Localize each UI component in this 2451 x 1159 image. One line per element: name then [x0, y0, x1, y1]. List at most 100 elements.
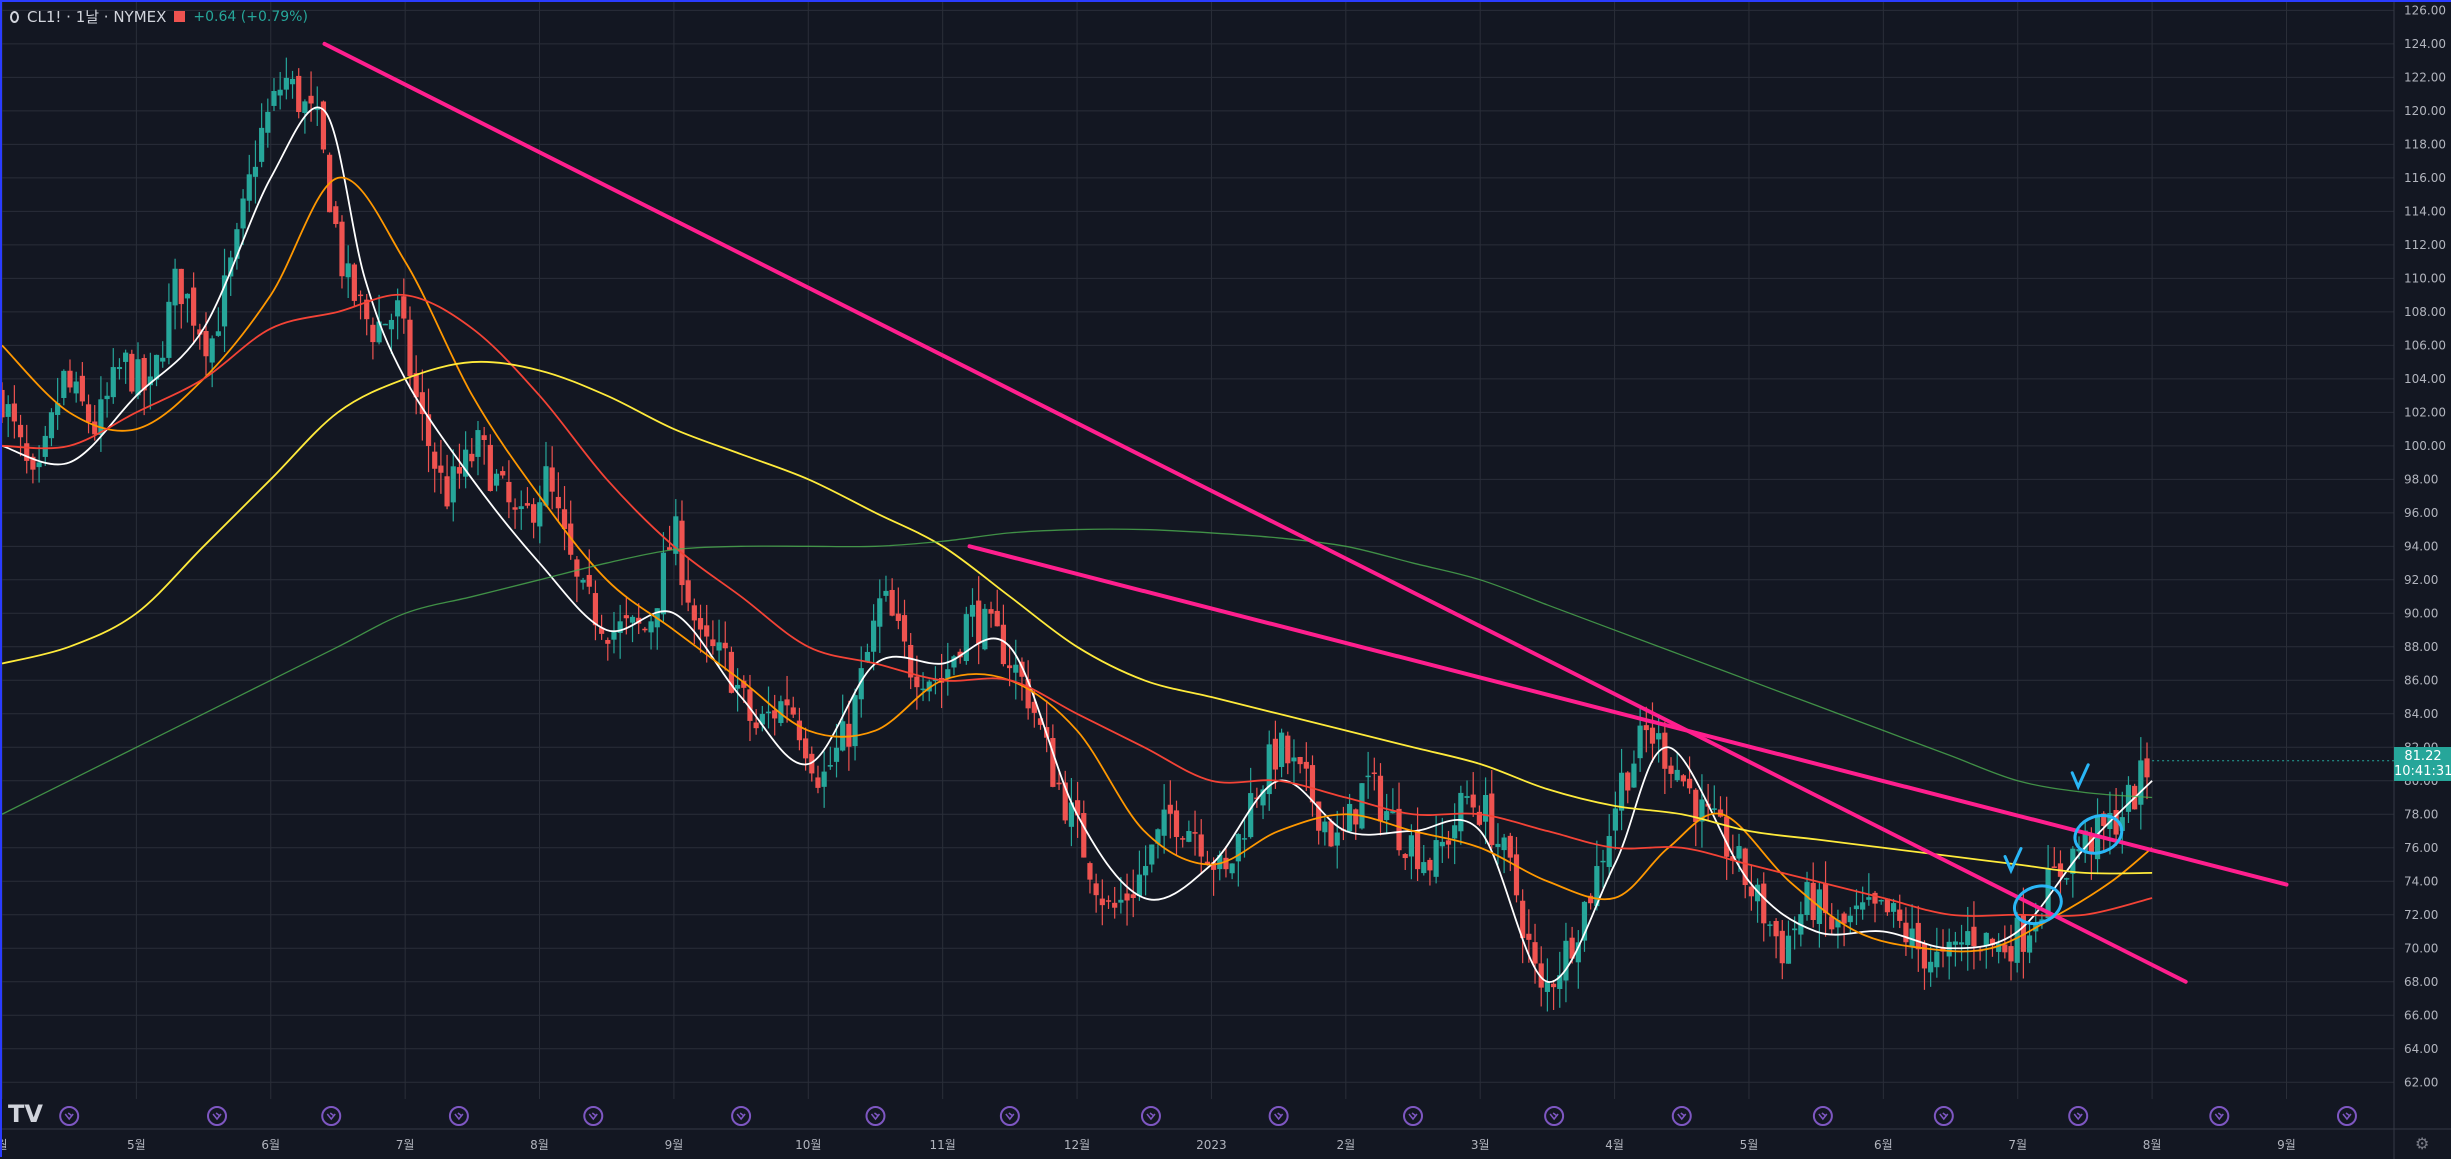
flag-icon[interactable] [174, 11, 186, 22]
candle [450, 449, 456, 522]
candle [524, 487, 531, 509]
candle [908, 633, 914, 690]
candle [1124, 873, 1130, 926]
price-tick-label: 66.00 [2404, 1008, 2438, 1022]
candle-body [932, 679, 939, 682]
candle [160, 341, 166, 368]
candle [17, 414, 24, 457]
candle-body [1588, 895, 1594, 904]
candle-body [1322, 821, 1328, 833]
candle-body [1198, 834, 1204, 857]
candle-body [908, 644, 914, 678]
candle [345, 245, 351, 299]
candle-body [1118, 899, 1124, 903]
candle [1470, 772, 1476, 817]
candle [463, 431, 469, 489]
candle-body [1056, 782, 1062, 785]
candle [765, 686, 772, 729]
candle [1334, 810, 1340, 869]
candle-body [172, 268, 178, 306]
candle-body [388, 319, 395, 330]
candle [382, 323, 388, 326]
candle [1829, 903, 1835, 936]
candle-body [1835, 919, 1841, 928]
candle-body [1971, 926, 1977, 947]
candle-body [178, 268, 184, 305]
candle [444, 454, 450, 510]
candle-body [994, 610, 1000, 627]
candle-body [1050, 738, 1056, 787]
candle [2138, 737, 2144, 830]
candle-body [1674, 769, 1680, 781]
candle [1544, 958, 1550, 1012]
candle [722, 621, 728, 671]
dividends-event-icon [321, 1106, 342, 1126]
candle-body [141, 357, 147, 391]
candle [1711, 785, 1717, 815]
candle [1272, 720, 1279, 789]
candle-body [147, 376, 153, 386]
candle-body [1291, 757, 1297, 762]
candle [691, 598, 697, 645]
candle-body [667, 547, 673, 550]
candle-body [2051, 866, 2057, 868]
candle-body [518, 506, 524, 510]
candle-body [475, 430, 481, 457]
candle-body [61, 370, 67, 398]
candle-body [1180, 838, 1186, 840]
candle [660, 532, 667, 623]
candle-body [920, 688, 926, 691]
candle-body [1464, 796, 1470, 798]
candle-body [265, 111, 271, 133]
candle-body [79, 375, 85, 402]
candle [1563, 922, 1569, 1003]
candle [2051, 847, 2057, 868]
candle-body [345, 263, 351, 278]
candle-body [1822, 883, 1829, 914]
candle [1897, 894, 1903, 929]
candle [42, 425, 48, 466]
candle-body [184, 293, 191, 299]
candle-body [296, 75, 302, 113]
candle [487, 434, 493, 492]
candle [512, 498, 518, 529]
candle [2, 382, 5, 423]
candle [73, 371, 79, 403]
candle-body [629, 616, 636, 623]
tradingview-logo[interactable]: TV [8, 1100, 43, 1128]
candle-body [864, 651, 871, 663]
candle [1724, 796, 1730, 880]
candle-body [697, 618, 704, 630]
price-tick-label: 122.00 [2404, 70, 2446, 84]
candle-body [5, 404, 11, 417]
dividends-event-icon [1544, 1106, 1565, 1126]
candle-body [1037, 718, 1044, 725]
candle-body [48, 412, 55, 439]
candle-body [1303, 761, 1309, 769]
candle-body [673, 516, 679, 554]
candle [308, 71, 314, 122]
candle [1958, 924, 1965, 962]
candle [1767, 921, 1773, 937]
candle [803, 727, 809, 771]
price-tick-label: 86.00 [2404, 673, 2438, 687]
candle [469, 438, 475, 468]
candle-body [549, 467, 555, 492]
dividends-event-icon [1140, 1106, 1161, 1126]
candle-body [1161, 809, 1167, 836]
time-tick-label: 9월 [665, 1138, 684, 1152]
candle-body [259, 127, 265, 162]
candle [1112, 886, 1118, 919]
candle [1513, 836, 1520, 903]
candle [753, 709, 759, 735]
candle-body [1210, 862, 1217, 870]
symbol-title[interactable]: CL1! · 1날 · NYMEX [27, 8, 167, 26]
candle [1878, 899, 1884, 905]
candle [2125, 776, 2132, 824]
candle [1390, 788, 1396, 814]
gear-icon[interactable]: ⚙ [2415, 1134, 2430, 1153]
candle [1371, 757, 1377, 791]
candle-body [1520, 900, 1526, 939]
